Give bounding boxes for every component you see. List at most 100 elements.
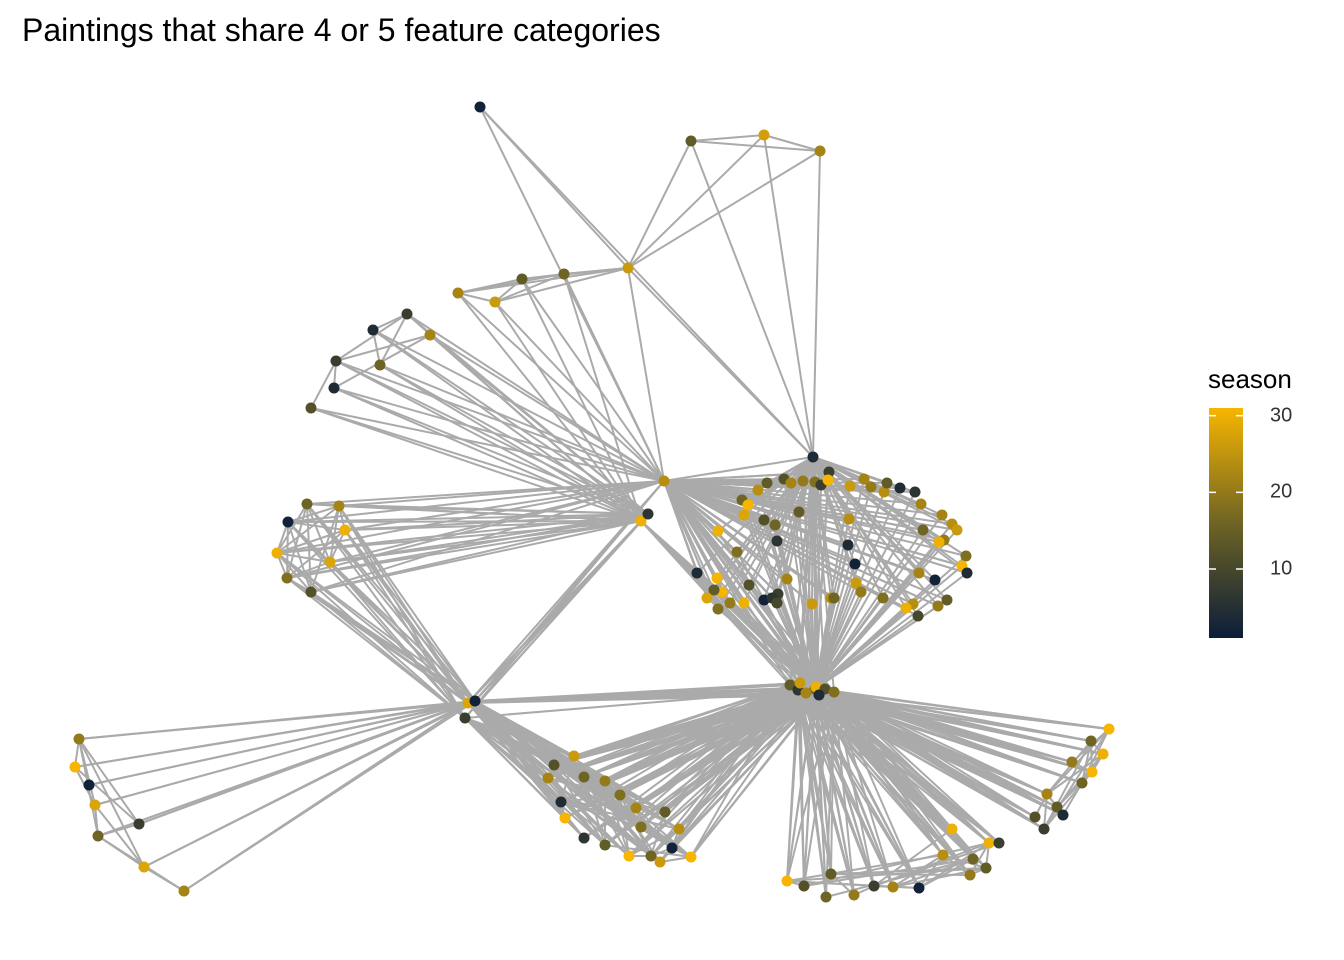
legend-tick-label: 20	[1270, 480, 1293, 503]
edge	[799, 682, 827, 898]
painting-node	[915, 498, 927, 510]
painting-node	[642, 508, 654, 520]
painting-node	[1076, 777, 1088, 789]
edge	[286, 480, 665, 579]
painting-node	[946, 823, 958, 835]
edge	[690, 140, 821, 152]
painting-node	[568, 750, 580, 762]
edge	[663, 456, 814, 482]
painting-node	[685, 851, 697, 863]
edge	[690, 684, 791, 858]
painting-node	[578, 771, 590, 783]
painting-node	[708, 584, 720, 596]
painting-node	[330, 355, 342, 367]
painting-node	[850, 577, 862, 589]
painting-node	[961, 567, 973, 579]
painting-node	[542, 772, 554, 784]
edge	[815, 686, 971, 876]
edge	[563, 273, 642, 522]
edge	[799, 682, 987, 869]
painting-node	[761, 477, 773, 489]
painting-node	[794, 677, 806, 689]
edge	[560, 801, 642, 828]
painting-node	[960, 550, 972, 562]
painting-node	[912, 610, 924, 622]
painting-node	[328, 382, 340, 394]
edge	[553, 764, 562, 803]
edge	[663, 480, 801, 684]
painting-node	[630, 802, 642, 814]
edge	[310, 407, 649, 515]
painting-node	[558, 268, 570, 280]
painting-node	[848, 889, 860, 901]
edge	[663, 480, 901, 489]
painting-node	[781, 875, 793, 887]
edge	[663, 480, 773, 599]
edge	[333, 387, 665, 482]
painting-node	[459, 712, 471, 724]
painting-node	[623, 850, 635, 862]
painting-node	[752, 484, 764, 496]
edge	[138, 700, 476, 825]
edge	[812, 456, 888, 484]
edge	[650, 811, 666, 857]
edge	[663, 480, 924, 531]
edge	[74, 766, 140, 825]
edge	[457, 292, 496, 303]
painting-node	[820, 891, 832, 903]
painting-node	[843, 513, 855, 525]
painting-node	[823, 466, 835, 478]
painting-node	[807, 451, 819, 463]
edge	[563, 273, 665, 482]
edge	[814, 591, 862, 690]
edge	[799, 682, 832, 875]
edge	[690, 134, 765, 142]
edge	[812, 456, 948, 601]
painting-node	[983, 837, 995, 849]
painting-node	[516, 273, 528, 285]
painting-node	[452, 287, 464, 299]
edge	[467, 702, 606, 846]
painting-node	[301, 498, 313, 510]
edge	[797, 689, 971, 876]
painting-node	[967, 853, 979, 865]
painting-node	[712, 603, 724, 615]
painting-node	[1086, 766, 1098, 778]
painting-node	[964, 869, 976, 881]
edge	[918, 854, 944, 889]
edge	[1043, 740, 1092, 830]
painting-node	[771, 597, 783, 609]
painting-node	[1041, 788, 1053, 800]
edge	[583, 776, 606, 846]
edge	[830, 873, 971, 876]
edge	[88, 700, 476, 786]
painting-node	[178, 885, 190, 897]
painting-node	[800, 687, 812, 699]
edge	[619, 794, 680, 830]
edge	[310, 480, 665, 593]
painting-node	[913, 882, 925, 894]
painting-node	[333, 500, 345, 512]
painting-node	[929, 574, 941, 586]
edge	[310, 513, 649, 593]
edge	[799, 456, 814, 684]
painting-node	[951, 524, 963, 536]
edge	[918, 842, 990, 889]
edge	[310, 591, 476, 702]
edge	[143, 866, 185, 892]
edge	[1043, 728, 1110, 830]
edge	[521, 273, 565, 280]
legend-tick-label: 10	[1270, 557, 1293, 580]
painting-node	[758, 129, 770, 141]
edge	[814, 482, 888, 690]
painting-node	[798, 880, 810, 892]
edge	[640, 520, 801, 684]
edge	[799, 682, 971, 876]
painting-node	[858, 473, 870, 485]
painting-node	[1066, 756, 1078, 768]
painting-node	[855, 586, 867, 598]
painting-node	[133, 818, 145, 830]
painting-node	[784, 679, 796, 691]
edge	[627, 140, 692, 269]
edge	[276, 503, 308, 554]
